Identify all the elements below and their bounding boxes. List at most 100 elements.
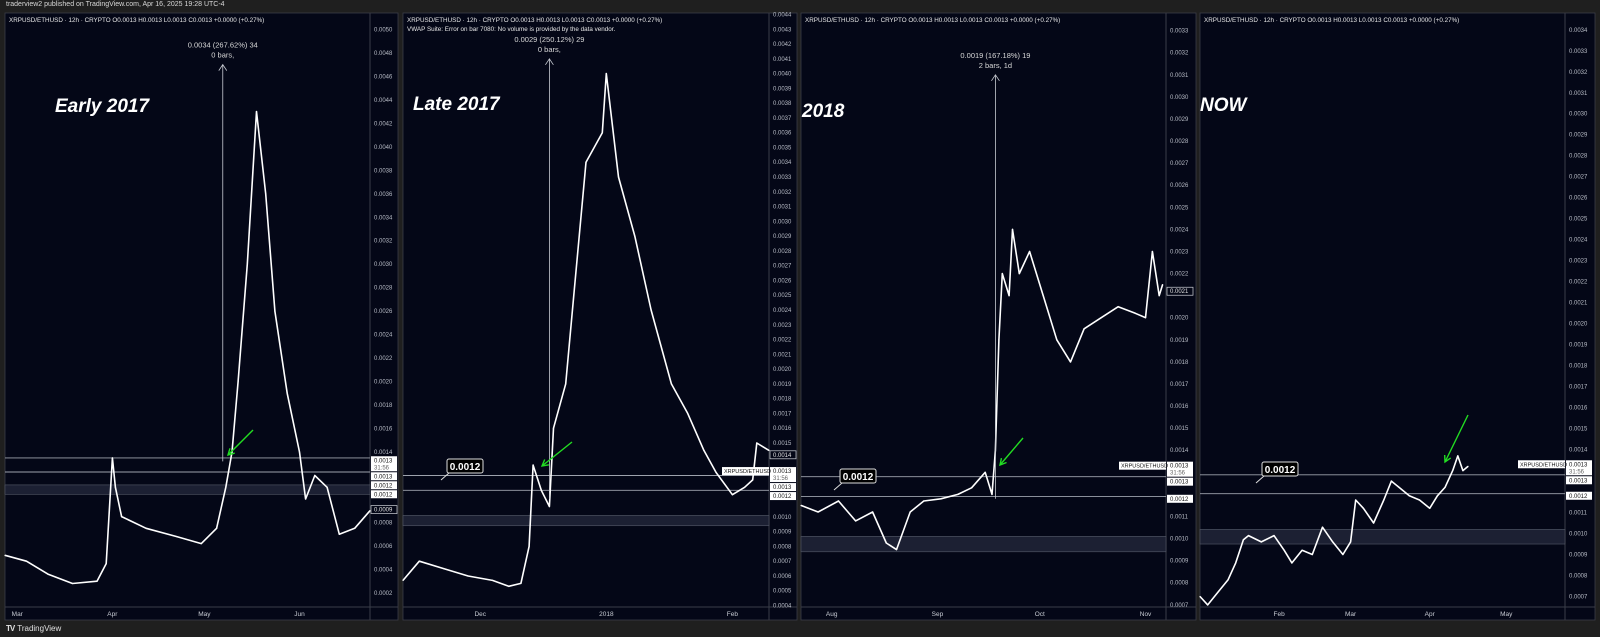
y-tick-label: 0.0034 [1569,28,1588,34]
y-tick-label: 0.0043 [773,27,792,33]
price-axis-label-value: 0.0013 [1170,464,1189,470]
x-tick-label: Feb [727,611,739,618]
price-axis-label [1166,286,1194,296]
price-point [47,573,49,575]
y-tick-label: 0.0020 [374,380,393,386]
footer: TV TradingView [6,624,61,633]
price-point [1436,495,1438,497]
panel-background [1199,12,1596,621]
price-point [338,533,340,535]
price-axis-label [1566,460,1592,476]
y-tick-label: 0.0042 [773,42,792,48]
price-point [1199,595,1201,598]
callout-label: 0.0012 [1265,465,1296,476]
price-point [854,520,857,522]
price-point [650,309,652,311]
y-tick-label: 0.0046 [374,74,393,80]
y-tick-label: 0.0030 [1170,95,1189,101]
bar-countdown: 31:56 [1170,471,1186,477]
y-tick-label: 0.0044 [374,98,393,104]
price-point [1457,455,1459,457]
measure-value: 0.0029 (250.12%) 29 [514,35,584,44]
y-tick-label: 0.0024 [1170,227,1189,233]
price-point [265,193,267,195]
y-tick-label: 0.0015 [1170,426,1189,432]
price-point [4,554,6,556]
panel-background [800,12,1197,621]
price-point [225,486,227,488]
callout-box [1261,461,1299,477]
price-point [1342,553,1344,556]
price-point [548,505,551,508]
y-tick-label: 0.0031 [773,205,792,211]
tradingview-logo-icon[interactable]: TV [6,624,15,633]
price-axis-label [769,450,797,460]
price-point [872,511,874,513]
measure-bars: 0 bars, [211,51,234,60]
price-point [909,511,911,513]
price-axis-label [1167,461,1193,477]
price-point [1117,306,1119,308]
price-axis-label [1566,476,1592,485]
green-arrow-icon [999,437,1024,466]
y-tick-label: 0.0024 [374,333,393,339]
y-tick-label: 0.0010 [1569,532,1588,538]
y-tick-label: 0.0032 [773,190,792,196]
price-point [552,427,555,429]
y-tick-label: 0.0019 [1569,343,1588,349]
y-tick-label: 0.0016 [374,427,393,433]
price-point [768,449,770,451]
support-zone [402,515,770,527]
price-point [817,511,819,513]
y-tick-label: 0.0025 [1170,205,1189,211]
price-point [744,486,746,488]
price-point [520,582,522,584]
callout-box [446,458,484,474]
y-tick-label: 0.0040 [773,72,792,78]
price-point [1158,295,1160,297]
price-axis-label [1566,491,1592,500]
y-tick-label: 0.0029 [1569,133,1588,139]
price-point [418,560,420,562]
price-line [4,110,371,585]
y-tick-label: 0.0030 [773,219,792,225]
y-tick-label: 0.0026 [1569,196,1588,202]
price-point [687,412,689,415]
price-point [1462,469,1464,472]
bar-countdown: 31:56 [1569,469,1585,475]
price-point [1227,579,1229,581]
price-point [1283,549,1285,551]
price-point [1260,541,1262,543]
y-tick-label: 0.0018 [374,403,393,409]
price-point [443,567,445,570]
symbol-label: XRPUSD/ETHUSD [1121,464,1168,470]
green-arrowhead-icon [226,448,235,457]
price-axis-label-value: 0.0013 [374,458,393,464]
y-tick-label: 0.0008 [1569,574,1588,580]
price-point [1291,562,1293,564]
x-tick-label: Oct [1035,611,1045,618]
y-tick-label: 0.0026 [1170,183,1189,189]
price-point [326,486,328,488]
price-point [25,560,28,562]
y-tick-label: 0.0008 [773,544,792,550]
price-point [1349,541,1352,543]
y-tick-label: 0.0023 [1170,249,1189,255]
y-tick-label: 0.0011 [1569,511,1588,517]
green-arrowhead-icon [540,459,550,467]
y-tick-label: 0.0036 [773,131,792,137]
measure-bars: 2 bars, 1d [979,61,1012,70]
price-point [1247,535,1250,537]
y-tick-label: 0.0005 [773,589,792,595]
y-tick-label: 0.0034 [374,215,393,221]
price-point [837,500,840,502]
price-point [1452,469,1454,472]
y-tick-label: 0.0007 [773,559,792,565]
y-tick-label: 0.0017 [773,411,792,417]
y-tick-label: 0.0009 [773,530,792,536]
brand-name: TradingView [17,624,62,633]
price-point [1235,562,1237,564]
price-point [565,383,567,385]
y-tick-label: 0.0008 [374,520,393,526]
y-tick-label: 0.0006 [773,574,792,580]
